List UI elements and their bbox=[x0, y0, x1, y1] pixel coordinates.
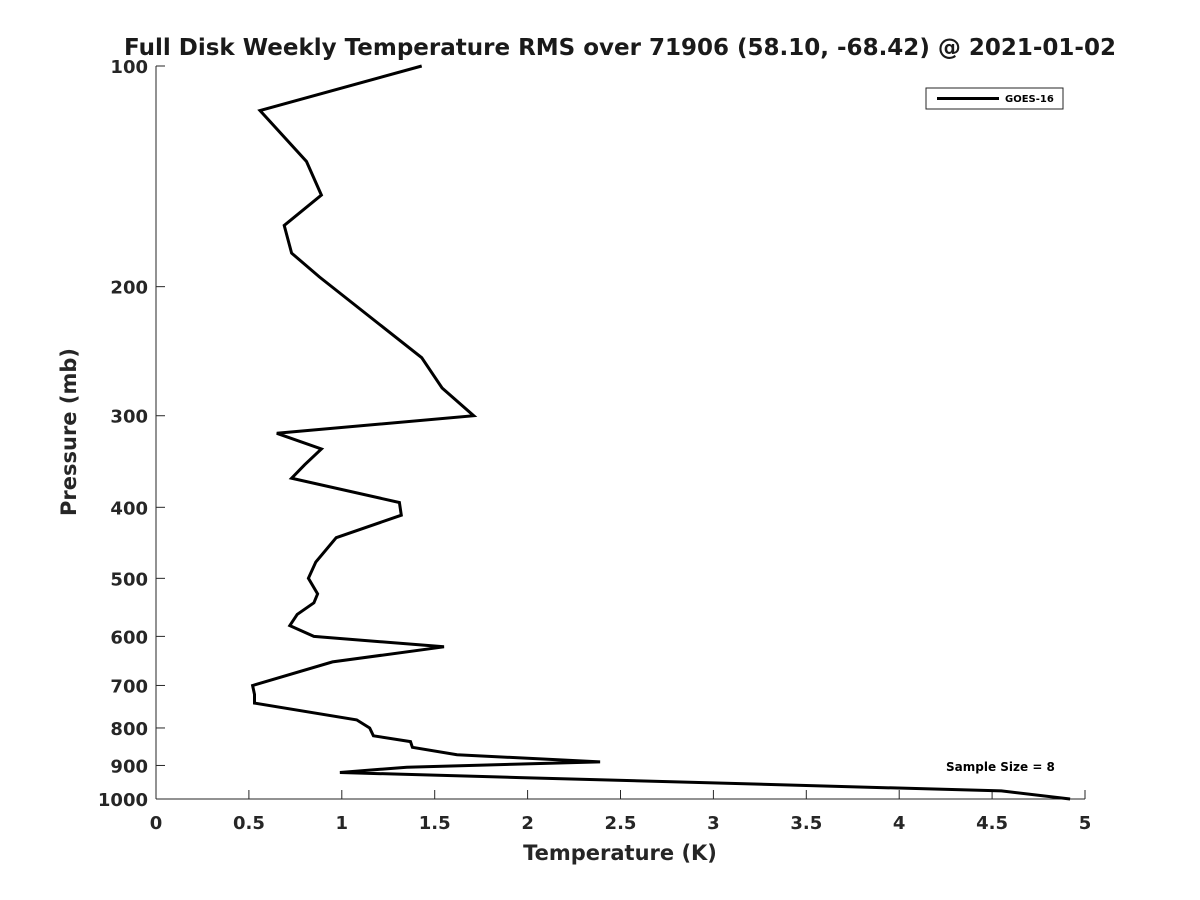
sample-size-annotation: Sample Size = 8 bbox=[946, 760, 1055, 774]
x-axis-label: Temperature (K) bbox=[523, 841, 717, 865]
series-line-goes16 bbox=[250, 64, 1071, 801]
y-tick-label: 400 bbox=[110, 498, 148, 519]
plot-area bbox=[156, 66, 1085, 799]
y-tick-label: 800 bbox=[110, 719, 148, 740]
y-axis-label: Pressure (mb) bbox=[57, 348, 81, 516]
x-tick-label: 5 bbox=[1079, 813, 1092, 834]
x-tick-label: 3.5 bbox=[790, 813, 822, 834]
y-tick-label: 600 bbox=[110, 627, 148, 648]
x-tick-label: 2.5 bbox=[605, 813, 637, 834]
y-tick-label: 500 bbox=[110, 569, 148, 590]
y-tick-label: 900 bbox=[110, 756, 148, 777]
legend: GOES-16 bbox=[925, 87, 1064, 110]
y-tick-label: 700 bbox=[110, 676, 148, 697]
y-tick-label: 300 bbox=[110, 407, 148, 428]
x-tick-label: 4.5 bbox=[976, 813, 1008, 834]
x-tick-label: 1 bbox=[336, 813, 349, 834]
x-tick-label: 3 bbox=[707, 813, 720, 834]
x-tick-label: 0 bbox=[150, 813, 163, 834]
axis-ticks: 0 0.5 1 1.5 2 2.5 3 3.5 4 4.5 5 100 200 300 400 500 600 7… bbox=[98, 57, 1091, 834]
y-tick-label: 100 bbox=[110, 57, 148, 78]
x-tick-label: 4 bbox=[893, 813, 906, 834]
legend-label-goes16: GOES-16 bbox=[1005, 94, 1054, 105]
x-tick-label: 1.5 bbox=[419, 813, 451, 834]
chart-title: Full Disk Weekly Temperature RMS over 71… bbox=[124, 35, 1116, 61]
x-tick-label: 0.5 bbox=[233, 813, 265, 834]
y-tick-label: 200 bbox=[110, 278, 148, 299]
x-tick-label: 2 bbox=[521, 813, 534, 834]
y-tick-label: 1000 bbox=[98, 790, 148, 811]
